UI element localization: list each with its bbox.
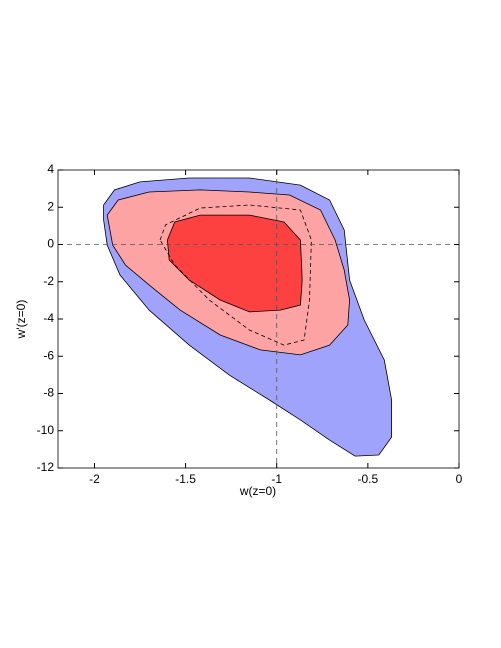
y-tick-label: -10 <box>37 423 55 437</box>
y-tick-label: 0 <box>47 237 54 251</box>
y-tick-label: 4 <box>47 162 54 176</box>
x-tick-label: -1.5 <box>175 472 196 486</box>
x-tick-label: -1 <box>271 472 282 486</box>
contour-line <box>159 204 312 346</box>
y-tick-label: -2 <box>43 274 54 288</box>
y-tick-label: -12 <box>37 460 55 474</box>
contour-region <box>166 214 303 313</box>
y-tick-label: -4 <box>43 311 54 325</box>
x-tick-label: 0 <box>456 472 463 486</box>
x-tick-label: -0.5 <box>358 472 379 486</box>
y-tick-label: -8 <box>43 386 54 400</box>
y-tick-label: -6 <box>43 348 54 362</box>
y-axis-label: w'(z=0) <box>14 300 28 340</box>
x-axis-label: w(z=0) <box>239 484 276 498</box>
x-tick-label: -2 <box>89 472 100 486</box>
y-tick-label: 2 <box>47 199 54 213</box>
